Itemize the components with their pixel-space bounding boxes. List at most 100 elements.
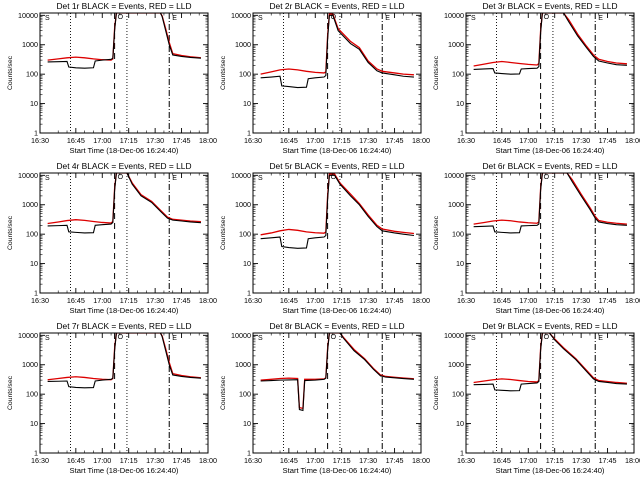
x-axis-label: Start Time (18-Dec-06 16:24:40) <box>283 146 392 155</box>
flare-marker: O <box>544 174 550 181</box>
x-tick-label: 18:00 <box>625 456 640 465</box>
saa-start-marker: S <box>45 15 50 22</box>
flare-marker: O <box>544 334 550 341</box>
x-tick-label: 18:00 <box>199 136 217 145</box>
x-tick-label: 17:15 <box>546 136 564 145</box>
y-tick-label: 1000 <box>235 40 251 49</box>
lld-series-line <box>260 13 414 76</box>
events-series-line <box>260 333 414 412</box>
x-tick-label: 17:15 <box>120 456 138 465</box>
lld-series-line <box>473 333 627 384</box>
detector-panel: Det 5r BLACK = Events, RED = LLD S O E 1 10 10… <box>220 161 430 315</box>
y-tick-label: 1 <box>247 129 251 138</box>
events-series-line <box>47 13 201 69</box>
x-tick-label: 17:00 <box>519 456 537 465</box>
x-tick-label: 17:00 <box>93 136 111 145</box>
plot-frame <box>39 12 209 134</box>
lld-series-line <box>473 173 628 225</box>
x-tick-label: 17:30 <box>146 136 164 145</box>
x-tick-label: 18:00 <box>412 136 430 145</box>
x-tick-label: 17:45 <box>599 296 617 305</box>
x-axis-label: Start Time (18-Dec-06 16:24:40) <box>283 306 392 315</box>
x-axis-label: Start Time (18-Dec-06 16:24:40) <box>496 466 605 475</box>
saa-end-marker: E <box>598 175 603 182</box>
detector-panel: Det 8r BLACK = Events, RED = LLD S O E 1 10 10… <box>220 321 430 475</box>
x-tick-label: 17:00 <box>93 456 111 465</box>
saa-end-marker: E <box>385 175 390 182</box>
x-tick-label: 17:00 <box>306 296 324 305</box>
y-tick-label: 10000 <box>444 331 464 340</box>
y-tick-label: 100 <box>239 70 251 79</box>
plot-frame <box>465 332 635 454</box>
detector-panel: Det 4r BLACK = Events, RED = LLD S O E 1 10 10… <box>7 161 217 315</box>
x-tick-label: 17:45 <box>173 296 191 305</box>
x-tick-label: 17:45 <box>599 136 617 145</box>
y-tick-label: 1000 <box>235 200 251 209</box>
lld-series-line <box>47 13 202 61</box>
y-tick-label: 10000 <box>231 171 251 180</box>
y-tick-label: 100 <box>26 390 38 399</box>
x-tick-label: 16:45 <box>493 456 511 465</box>
x-tick-label: 17:45 <box>386 136 404 145</box>
y-tick-label: 10000 <box>444 171 464 180</box>
x-axis-label: Start Time (18-Dec-06 16:24:40) <box>496 306 605 315</box>
panel-title: Det 2r BLACK = Events, RED = LLD <box>270 1 405 11</box>
events-series-line <box>473 173 627 234</box>
x-tick-label: 18:00 <box>412 296 430 305</box>
x-tick-label: 16:45 <box>280 296 298 305</box>
y-tick-label: 1 <box>34 129 38 138</box>
y-tick-label: 100 <box>452 230 464 239</box>
x-tick-label: 17:30 <box>146 296 164 305</box>
x-axis-label: Start Time (18-Dec-06 16:24:40) <box>283 466 392 475</box>
x-tick-label: 17:30 <box>572 456 590 465</box>
x-tick-label: 17:45 <box>386 456 404 465</box>
x-tick-label: 17:15 <box>333 136 351 145</box>
detector-panel: Det 6r BLACK = Events, RED = LLD S O E 1 10 10… <box>433 161 640 315</box>
lld-series-line <box>47 173 201 225</box>
y-axis-label: Counts/sec <box>7 375 14 410</box>
saa-end-marker: E <box>598 15 603 22</box>
saa-end-marker: E <box>172 15 177 22</box>
x-tick-label: 16:45 <box>67 296 85 305</box>
x-axis-label: Start Time (18-Dec-06 16:24:40) <box>70 466 179 475</box>
y-tick-label: 10000 <box>444 11 464 20</box>
x-tick-label: 16:45 <box>67 136 85 145</box>
y-tick-label: 10 <box>456 419 464 428</box>
y-axis-label: Counts/sec <box>220 215 227 250</box>
plot-frame <box>39 172 209 294</box>
x-tick-label: 17:45 <box>173 456 191 465</box>
events-series-line <box>47 333 201 389</box>
flare-marker: O <box>118 174 124 181</box>
x-tick-label: 17:45 <box>173 136 191 145</box>
x-tick-label: 18:00 <box>199 456 217 465</box>
x-tick-label: 18:00 <box>199 296 217 305</box>
x-tick-label: 17:00 <box>306 136 324 145</box>
saa-start-marker: S <box>258 335 263 342</box>
saa-start-marker: S <box>258 175 263 182</box>
plot-frame <box>465 172 635 294</box>
y-tick-label: 1 <box>247 289 251 298</box>
x-tick-label: 16:45 <box>493 296 511 305</box>
events-series-line <box>260 174 415 249</box>
y-tick-label: 10 <box>456 99 464 108</box>
events-series-line <box>473 13 627 75</box>
x-tick-label: 16:30 <box>244 136 262 145</box>
y-axis-label: Counts/sec <box>433 55 440 90</box>
x-tick-label: 17:15 <box>120 296 138 305</box>
x-tick-label: 16:30 <box>457 136 475 145</box>
saa-end-marker: E <box>172 335 177 342</box>
lld-series-line <box>260 173 415 236</box>
y-tick-label: 1 <box>247 449 251 458</box>
saa-start-marker: S <box>45 175 50 182</box>
x-tick-label: 17:00 <box>93 296 111 305</box>
x-tick-label: 16:45 <box>280 136 298 145</box>
y-tick-label: 100 <box>239 390 251 399</box>
x-axis-label: Start Time (18-Dec-06 16:24:40) <box>496 146 605 155</box>
y-tick-label: 10000 <box>18 11 38 20</box>
x-tick-label: 17:45 <box>386 296 404 305</box>
y-tick-label: 1000 <box>448 40 464 49</box>
y-tick-label: 100 <box>26 230 38 239</box>
y-axis-label: Counts/sec <box>220 375 227 410</box>
y-axis-label: Counts/sec <box>433 375 440 410</box>
y-tick-label: 1 <box>460 129 464 138</box>
